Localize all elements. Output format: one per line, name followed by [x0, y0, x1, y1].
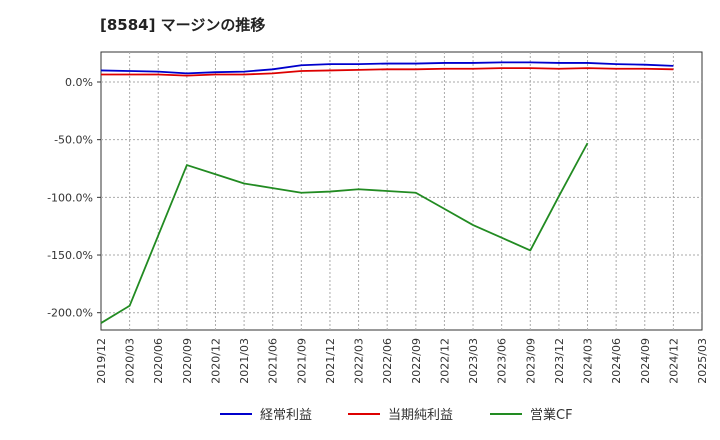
legend-label-1: 経常利益: [260, 408, 312, 423]
grid-layer: [100, 51, 703, 331]
x-tick-label: 2021/12: [324, 338, 337, 384]
legend-label-3: 営業CF: [530, 407, 573, 423]
x-tick-label: 2022/09: [410, 338, 423, 384]
series-line-3: [100, 142, 589, 324]
x-tick-label: 2023/09: [524, 338, 537, 384]
x-tick-label: 2021/06: [267, 338, 280, 384]
x-tick-label: 2022/12: [438, 338, 451, 384]
chart-title: [8584] マージンの推移: [100, 16, 266, 34]
x-tick-label: 2020/09: [181, 338, 194, 384]
y-tick-label: 0.0%: [65, 76, 93, 89]
y-tick-label: -150.0%: [47, 249, 93, 262]
x-tick-label: 2021/03: [238, 338, 251, 384]
x-tick-label: 2019/12: [95, 338, 108, 384]
x-tick-label: 2020/12: [209, 338, 222, 384]
series-layer: [100, 61, 674, 324]
x-tick-label: 2024/12: [667, 338, 680, 384]
x-tick-label: 2022/03: [353, 338, 366, 384]
legend-label-2: 当期純利益: [388, 408, 453, 423]
plot-frame: [100, 51, 703, 331]
series-line-1: [100, 61, 674, 75]
y-tick-label: -50.0%: [54, 134, 93, 147]
x-tick-label: 2020/06: [152, 338, 165, 384]
axis-layer: 2019/12 2020/03 2020/06 2020/09 2020/12 2021/…: [47, 76, 709, 384]
x-tick-label: 2023/12: [553, 338, 566, 384]
y-tick-label: -100.0%: [47, 191, 93, 204]
x-tick-label: 2022/06: [381, 338, 394, 384]
x-tick-label: 2023/03: [467, 338, 480, 384]
x-tick-label: 2021/09: [295, 338, 308, 384]
series-line-2: [101, 67, 674, 77]
y-tick-label: -200.0%: [47, 307, 93, 320]
x-tick-label: 2020/03: [124, 338, 137, 384]
legend-layer: 経常利益 当期純利益 営業CF: [220, 407, 573, 423]
x-tick-label: 2024/09: [639, 338, 652, 384]
x-tick-label: 2024/06: [610, 338, 623, 384]
x-tick-label: 2023/06: [496, 338, 509, 384]
x-tick-label: 2025/03: [696, 338, 709, 384]
x-tick-label: 2024/03: [582, 338, 595, 384]
